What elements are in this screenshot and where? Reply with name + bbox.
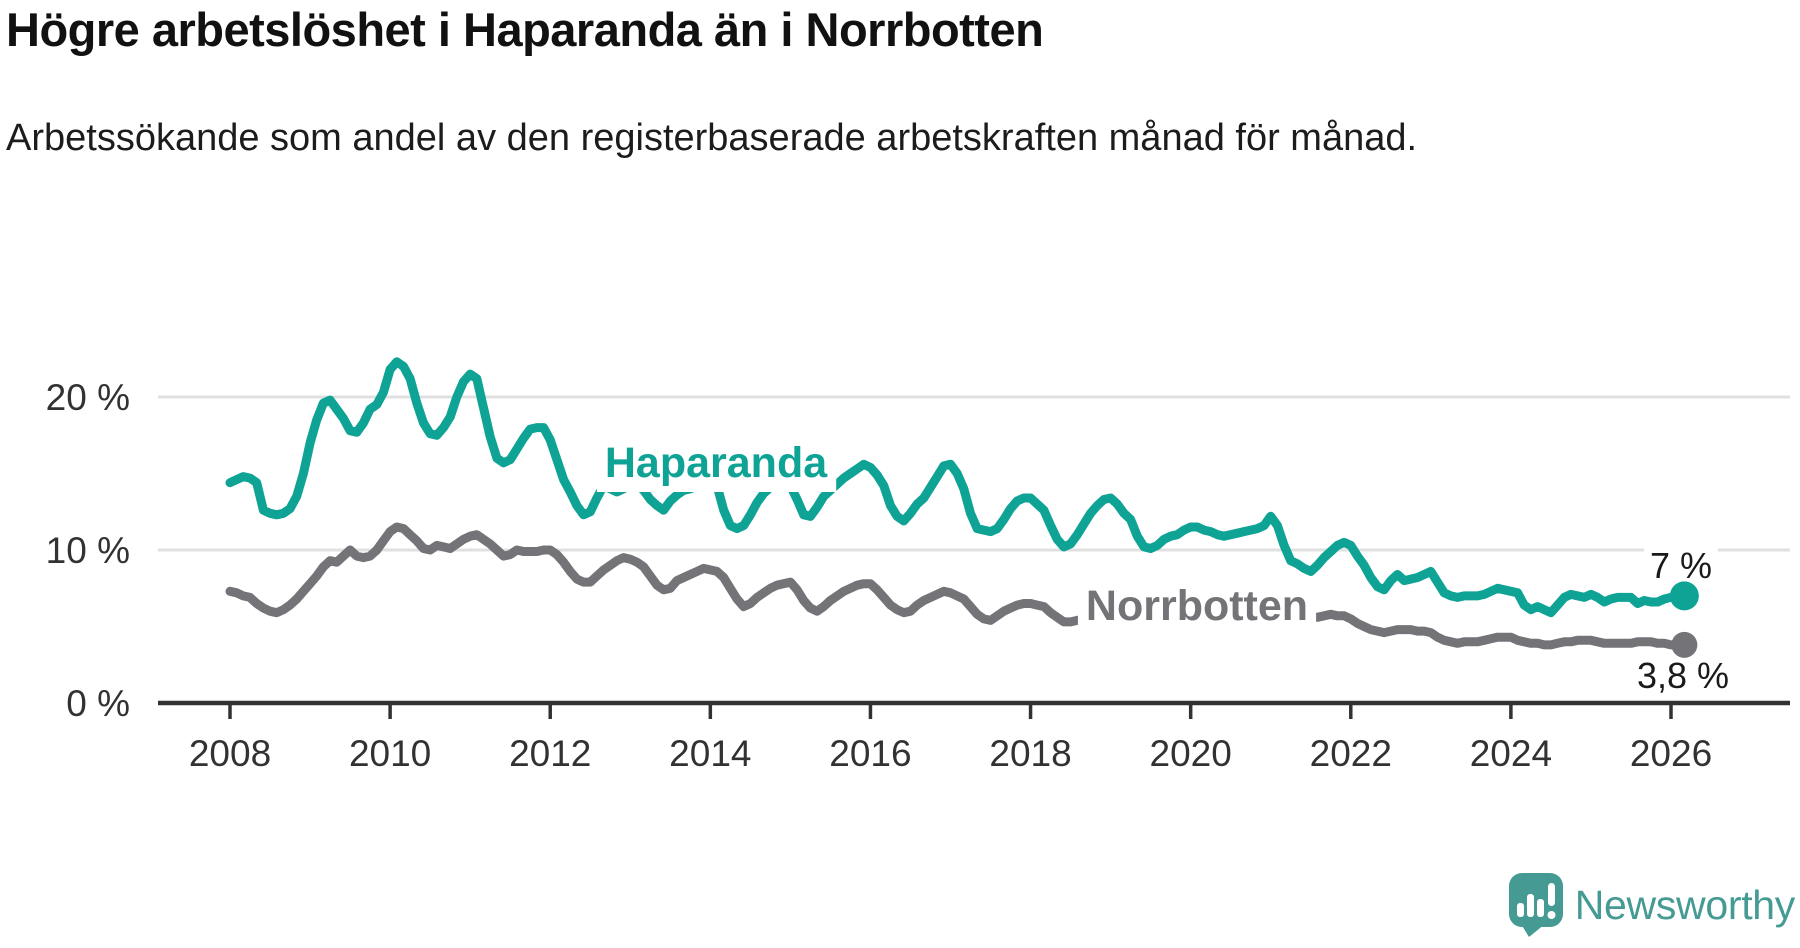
series-label-haparanda: Haparanda [605, 439, 828, 487]
x-tick-label-2014: 2014 [669, 733, 751, 774]
end-value-label-haparanda: 7 % [1650, 545, 1712, 586]
chart-title: Högre arbetslöshet i Haparanda än i Norr… [6, 3, 1044, 56]
y-tick-label-10: 10 % [46, 530, 130, 571]
end-value-label-bg-haparanda [1643, 543, 1718, 588]
x-tick-label-2010: 2010 [349, 733, 431, 774]
x-tick-label-2022: 2022 [1310, 733, 1392, 774]
series-label-bg-norrbotten [1077, 577, 1317, 635]
chart-subtitle: Arbetssökande som andel av den registerb… [6, 117, 1418, 159]
end-dot-norrbotten [1671, 631, 1698, 658]
end-value-label-norrbotten: 3,8 % [1637, 655, 1729, 696]
series-label-norrbotten: Norrbotten [1086, 582, 1308, 630]
newsworthy-logo-text: Newsworthy [1574, 881, 1796, 928]
x-tick-label-2026: 2026 [1630, 733, 1712, 774]
series-line-haparanda [225, 357, 1689, 618]
x-tick-label-2008: 2008 [189, 733, 271, 774]
x-tick-label-2016: 2016 [829, 733, 911, 774]
series-line-norrbotten [225, 522, 1689, 650]
x-tick-label-2018: 2018 [989, 733, 1071, 774]
series-label-bg-haparanda [596, 434, 837, 492]
x-tick-label-2012: 2012 [509, 733, 591, 774]
y-tick-label-20: 20 % [46, 377, 130, 418]
x-tick-label-2020: 2020 [1150, 733, 1232, 774]
newsworthy-logo: Newsworthy [1508, 872, 1795, 938]
end-value-label-bg-norrbotten [1630, 653, 1735, 698]
x-tick-label-2024: 2024 [1470, 733, 1552, 774]
end-dot-haparanda [1669, 581, 1699, 611]
y-tick-label-0: 0 % [66, 683, 130, 724]
newsworthy-logo-icon [1508, 873, 1563, 937]
